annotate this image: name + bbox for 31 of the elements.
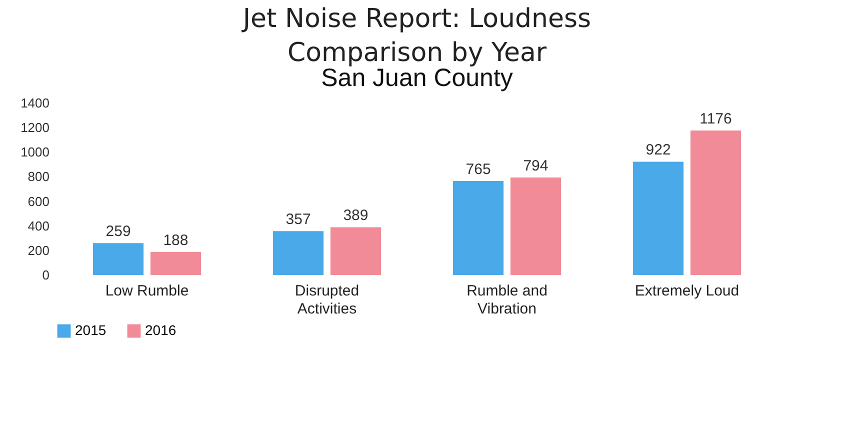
data-label: 1176 — [700, 110, 732, 128]
data-label: 357 — [286, 211, 311, 228]
y-tick-label: 600 — [28, 194, 50, 209]
y-tick-label: 0 — [42, 268, 50, 282]
data-label: 259 — [106, 223, 131, 240]
x-tick-label: Disrupted Activities — [294, 282, 360, 318]
x-tick-label: Extremely Loud — [634, 282, 740, 300]
y-tick-label: 800 — [28, 169, 50, 184]
y-tick-label: 200 — [28, 242, 50, 258]
chart-title: Jet Noise Report: Loudness Comparison by Year — [240, 4, 592, 68]
y-tick-label: 1000 — [20, 144, 50, 160]
bar — [690, 130, 741, 275]
data-label: 765 — [466, 161, 491, 178]
data-label: 794 — [523, 157, 548, 174]
data-label: 389 — [343, 207, 368, 224]
data-label: 922 — [646, 142, 671, 159]
data-label: 188 — [163, 232, 188, 249]
bar — [453, 181, 504, 275]
legend-label: 2015 — [75, 322, 106, 338]
bar — [93, 243, 144, 275]
bar — [150, 252, 201, 275]
bar — [273, 231, 324, 275]
bar — [510, 177, 561, 275]
y-tick-label: 1200 — [20, 120, 50, 136]
x-tick-label: Low Rumble — [105, 282, 189, 300]
x-tick-label: Rumble and Vibration — [466, 282, 548, 318]
bar — [633, 162, 684, 275]
legend-label: 2016 — [145, 322, 176, 338]
bar — [330, 227, 381, 275]
y-tick-label: 400 — [28, 218, 50, 234]
y-tick-label: 1400 — [20, 96, 50, 110]
